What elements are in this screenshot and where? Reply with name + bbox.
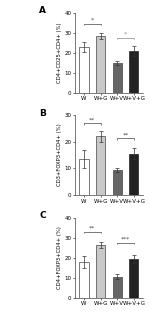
Bar: [96, 36, 105, 93]
Bar: [80, 262, 89, 298]
Y-axis label: CD4+FOXP3+CD4+ (%): CD4+FOXP3+CD4+ (%): [57, 226, 62, 289]
Bar: [113, 170, 122, 195]
Bar: [113, 277, 122, 298]
Text: **: **: [89, 117, 96, 122]
Text: B: B: [39, 109, 46, 118]
Bar: [96, 244, 105, 298]
Text: ***: ***: [121, 237, 130, 242]
Text: A: A: [39, 6, 46, 15]
Text: **: **: [89, 226, 96, 231]
Bar: [129, 154, 138, 195]
Text: *: *: [91, 18, 94, 23]
Bar: [80, 159, 89, 195]
Bar: [129, 51, 138, 93]
Text: **: **: [122, 132, 129, 137]
Y-axis label: CD4+CD25+CD4+ (%): CD4+CD25+CD4+ (%): [57, 22, 62, 83]
Text: *: *: [124, 32, 127, 37]
Bar: [96, 136, 105, 195]
Bar: [113, 63, 122, 93]
Text: C: C: [39, 211, 46, 220]
Y-axis label: CD3+FOXP3+CD4+ (%): CD3+FOXP3+CD4+ (%): [57, 124, 62, 187]
Bar: [80, 47, 89, 93]
Bar: [129, 259, 138, 298]
